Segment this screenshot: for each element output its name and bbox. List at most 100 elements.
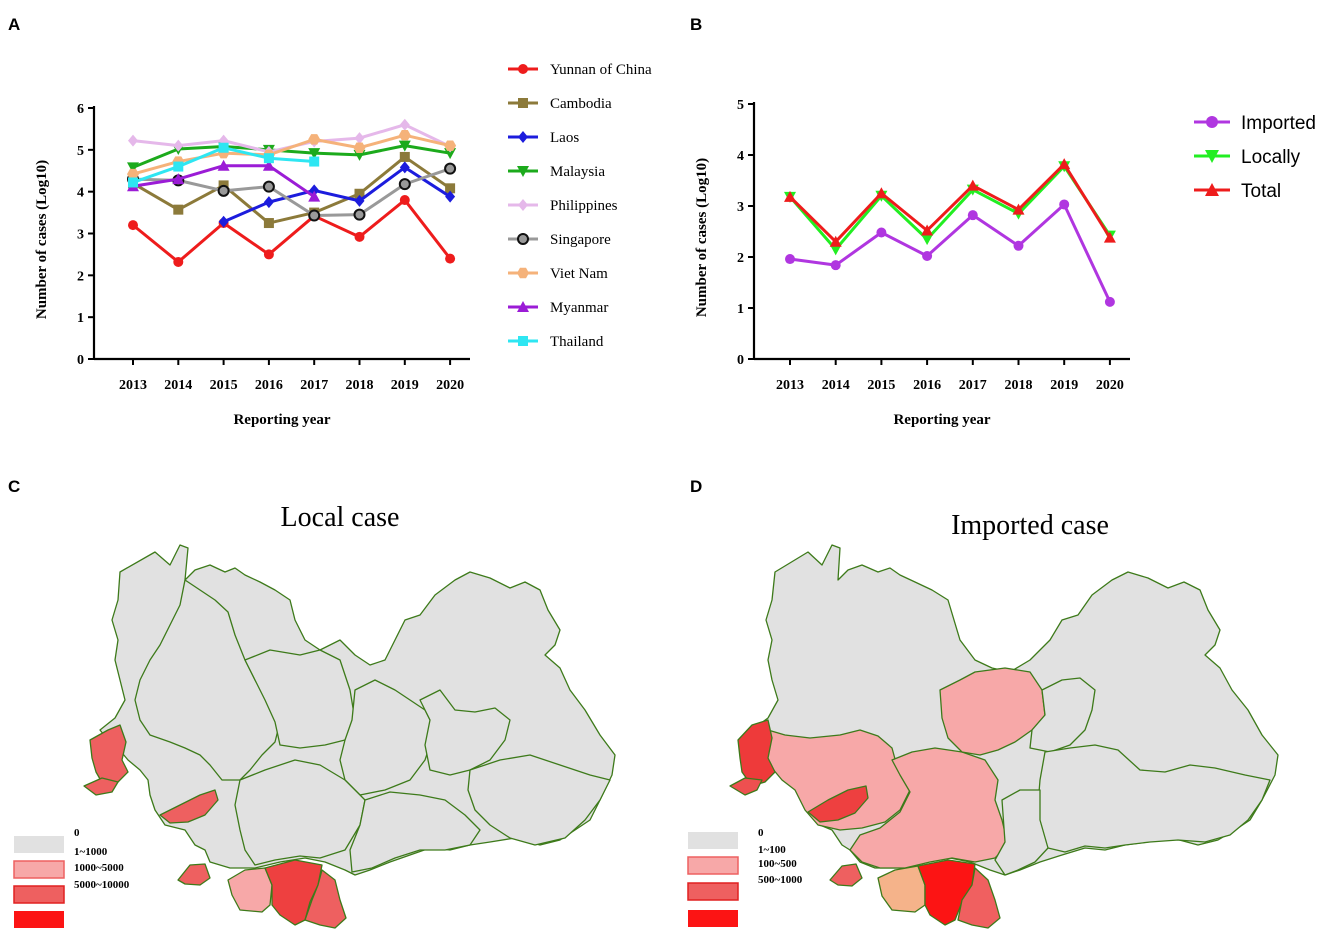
chart-b-data-point: [967, 210, 978, 221]
chart-b-series: [784, 158, 1116, 247]
chart-a-data-point: [217, 184, 230, 197]
map-region: [807, 785, 869, 823]
chart-b-y-tick-label: 4: [737, 149, 744, 164]
legend-label: 5000~10000: [74, 879, 130, 891]
chart-a-y-tick-label: 3: [77, 228, 84, 243]
chart-b-x-tick-label: 2020: [1096, 378, 1124, 393]
chart-a-data-point: [398, 140, 411, 152]
chart-b-data-point: [830, 260, 841, 271]
map-region: [234, 759, 366, 866]
map-region: [729, 777, 763, 796]
chart-a-y-tick-label: 2: [77, 269, 84, 284]
chart-b-data-point: [829, 235, 842, 247]
chart-a-data-point: [217, 159, 230, 171]
chart-a-data-point: [128, 177, 138, 188]
map-title-imported: Imported case: [951, 510, 1109, 541]
chart-b-data-point: [922, 250, 933, 261]
legend-swatch-0: [14, 836, 64, 853]
map-region: [917, 859, 976, 926]
chart-a-x-title: Reporting year: [233, 412, 330, 428]
chart-a-data-point: [172, 173, 185, 185]
chart-a-x-tick-label: 2018: [346, 378, 374, 393]
chart-a-legend-label: Thailand: [550, 334, 604, 350]
chart-a-y-tick-label: 6: [77, 102, 84, 117]
chart-b-legend-marker: [1205, 150, 1219, 163]
chart-a-data-point: [262, 159, 275, 171]
chart-a-legend-marker: [517, 267, 529, 279]
chart-a-legend-label: Malaysia: [550, 164, 605, 180]
map-region: [994, 789, 1049, 876]
chart-a-data-point: [309, 156, 320, 167]
chart-a-data-point: [308, 148, 321, 160]
chart-a-data-point: [444, 140, 457, 151]
chart-a-x-tick-label: 2014: [164, 378, 192, 393]
chart-b-y-tick-label: 1: [737, 302, 744, 317]
panel-label-c: C: [8, 477, 20, 496]
chart-b-x-tick-label: 2016: [913, 378, 941, 393]
chart-a-data-point: [353, 208, 366, 221]
chart-a-data-point: [353, 142, 366, 153]
legend-swatch-1: [13, 860, 65, 879]
chart-a-data-point: [398, 129, 411, 141]
chart-b-data-point: [1104, 296, 1115, 307]
chart-a-data-point: [399, 151, 410, 162]
chart-a-series: [127, 129, 457, 180]
chart-b-y-tick-label: 5: [737, 98, 744, 113]
chart-a-data-point: [127, 168, 139, 180]
chart-a-legend-marker: [518, 199, 528, 211]
map-region: [467, 754, 611, 846]
chart-a-data-point: [127, 162, 139, 174]
chart-b-legend-label: Imported: [1241, 113, 1316, 134]
chart-b-x-title: Reporting year: [893, 412, 990, 428]
map-imported-case: Imported case 0 1~100 100~500 500~1: [687, 510, 1279, 929]
legend-label: 1000~5000: [74, 862, 124, 874]
map-region: [349, 791, 481, 873]
chart-a-data-point: [444, 162, 457, 175]
chart-b-x-tick-label: 2013: [776, 378, 804, 393]
chart-a-data-point: [445, 183, 456, 194]
chart-a-data-point: [128, 134, 138, 147]
legend-label: 0: [74, 827, 80, 839]
chart-a-data-point: [263, 249, 274, 260]
chart-b-legend-label: Total: [1241, 181, 1281, 202]
chart-b-data-point: [966, 179, 979, 191]
map-region: [761, 729, 911, 831]
chart-a-data-point: [173, 139, 184, 152]
chart-a-x-tick-label: 2017: [300, 378, 328, 393]
chart-a-data-point: [308, 209, 321, 222]
chart-a-legend: Yunnan of China Cambodia Laos Malaysia Phili…: [508, 62, 652, 350]
legend-label: 1~100: [758, 844, 786, 856]
chart-a-legend-label: Singapore: [550, 232, 611, 248]
map-imported-regions: [729, 544, 1279, 929]
map-region: [877, 865, 926, 913]
chart-a-legend-marker: [517, 166, 529, 177]
map-region: [134, 579, 281, 781]
chart-b-legend: Imported Locally Total: [1194, 113, 1316, 202]
chart-a-x-tick-label: 2016: [255, 378, 283, 393]
panel-label-a: A: [8, 15, 20, 34]
legend-swatch-1: [687, 856, 739, 875]
chart-a-series-line: [132, 167, 451, 218]
map-local-case: Local case 0 1~1000 1000~5000: [13, 502, 616, 929]
legend-swatch-3: [14, 911, 64, 928]
map-region: [304, 869, 347, 929]
chart-a-data-point: [444, 148, 457, 160]
map-region: [89, 724, 129, 787]
chart-b-series-line: [789, 202, 1112, 303]
chart-b-x-tick-label: 2014: [822, 378, 850, 393]
chart-a-legend-label: Cambodia: [550, 96, 612, 112]
legend-label: 100~500: [758, 858, 797, 870]
chart-a-data-point: [399, 161, 410, 174]
chart-b-series-line: [788, 162, 1112, 244]
chart-b-y-tick-label: 0: [737, 353, 744, 368]
chart-a-data-point: [128, 220, 138, 231]
chart-a-x-tick-label: 2015: [210, 378, 238, 393]
chart-a-legend-label: Viet Nam: [550, 266, 608, 282]
chart-b-series: [785, 199, 1115, 307]
chart-b-legend-marker: [1206, 116, 1218, 128]
chart-a-legend-label: Philippines: [550, 198, 618, 214]
chart-b-data-point: [1013, 240, 1024, 251]
chart-b-data-point: [921, 234, 934, 246]
panel-label-b: B: [690, 15, 702, 34]
